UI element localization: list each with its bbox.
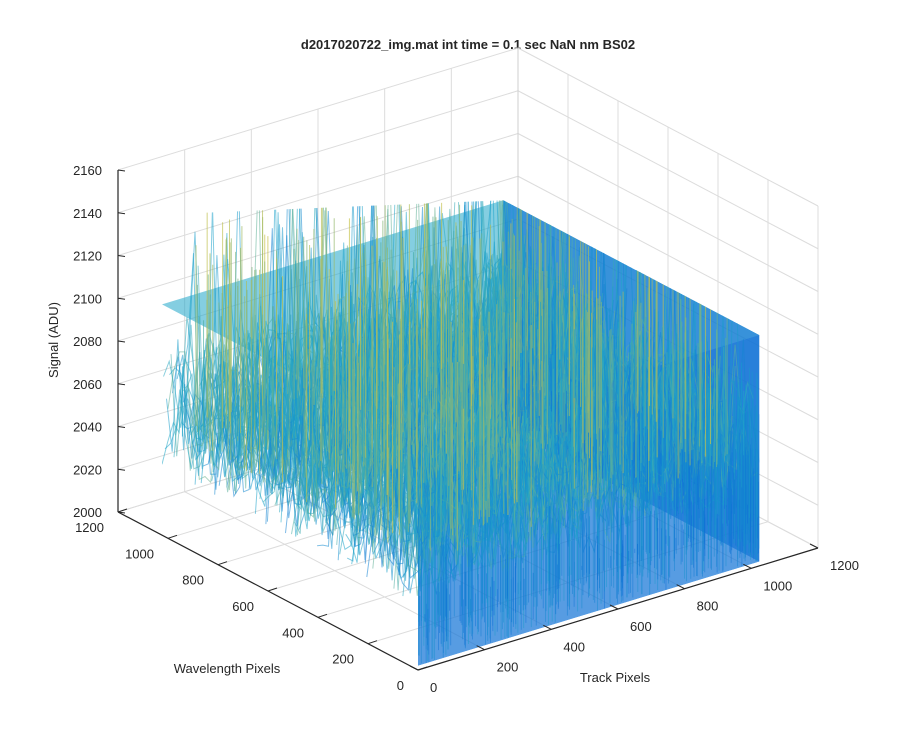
z-tick bbox=[117, 340, 126, 343]
z-tick bbox=[117, 468, 126, 471]
y-tick-label: 400 bbox=[282, 625, 304, 640]
z-tick-label: 2100 bbox=[73, 291, 102, 306]
x-tick-label: 1200 bbox=[830, 558, 859, 573]
z-tick bbox=[117, 511, 126, 514]
x-tick bbox=[809, 543, 819, 549]
x-tick-label: 1000 bbox=[763, 578, 792, 593]
z-tick-label: 2140 bbox=[73, 206, 102, 221]
y-tick bbox=[267, 587, 278, 592]
y-tick bbox=[117, 508, 128, 513]
y-tick-label: 1200 bbox=[75, 520, 104, 535]
z-tick bbox=[117, 297, 126, 300]
z-tick-label: 2060 bbox=[73, 377, 102, 392]
y-tick bbox=[217, 561, 228, 566]
grid-line bbox=[517, 133, 819, 292]
x-tick-labels: 0 200 400 600 800 1000 1200 bbox=[430, 558, 859, 695]
y-tick bbox=[317, 613, 328, 618]
y-axis-label: Wavelength Pixels bbox=[174, 661, 281, 676]
y-tick-label: 600 bbox=[232, 599, 254, 614]
y-tick-labels: 0 200 400 600 800 1000 1200 bbox=[75, 520, 404, 693]
x-tick bbox=[609, 604, 619, 610]
grid-line bbox=[517, 90, 819, 250]
z-tick-label: 2020 bbox=[73, 462, 102, 477]
x-tick-label: 600 bbox=[630, 619, 652, 634]
y-tick bbox=[167, 534, 178, 539]
x-tick-label: 200 bbox=[497, 660, 519, 675]
z-tick bbox=[117, 212, 126, 215]
z-tick-label: 2160 bbox=[73, 163, 102, 178]
grid-line bbox=[517, 47, 819, 207]
z-tick-label: 2120 bbox=[73, 249, 102, 264]
x-tick bbox=[476, 645, 485, 651]
grid-line bbox=[117, 47, 519, 171]
y-tick-label: 0 bbox=[397, 678, 404, 693]
x-tick bbox=[743, 563, 752, 569]
x-tick-label: 400 bbox=[563, 639, 585, 654]
x-tick-label: 800 bbox=[697, 599, 719, 614]
grid-line bbox=[517, 175, 819, 335]
y-tick-label: 1000 bbox=[125, 546, 154, 561]
surface-plot bbox=[162, 200, 760, 666]
x-tick-label: 0 bbox=[430, 680, 437, 695]
x-tick bbox=[543, 624, 552, 630]
z-tick-label: 2000 bbox=[73, 505, 102, 520]
x-tick bbox=[409, 665, 419, 671]
z-tick bbox=[117, 255, 126, 257]
grid-line bbox=[117, 90, 519, 214]
z-tick bbox=[117, 169, 126, 172]
chart-title: d2017020722_img.mat int time = 0.1 sec N… bbox=[301, 37, 635, 52]
y-tick-label: 200 bbox=[332, 652, 354, 667]
x-tick bbox=[676, 584, 685, 590]
y-tick-label: 800 bbox=[182, 573, 204, 588]
z-tick bbox=[117, 383, 126, 386]
x-axis-label: Track Pixels bbox=[580, 670, 651, 685]
z-tick-labels: 2000 2020 2040 2060 2080 2100 2120 2140 2160 bbox=[73, 163, 102, 520]
z-tick bbox=[117, 426, 126, 428]
y-tick bbox=[367, 640, 378, 645]
grid-line bbox=[117, 133, 519, 256]
axes bbox=[117, 169, 819, 671]
z-tick-label: 2080 bbox=[73, 334, 102, 349]
z-axis-label: Signal (ADU) bbox=[46, 302, 61, 378]
z-tick-label: 2040 bbox=[73, 420, 102, 435]
y-tick bbox=[417, 666, 428, 671]
